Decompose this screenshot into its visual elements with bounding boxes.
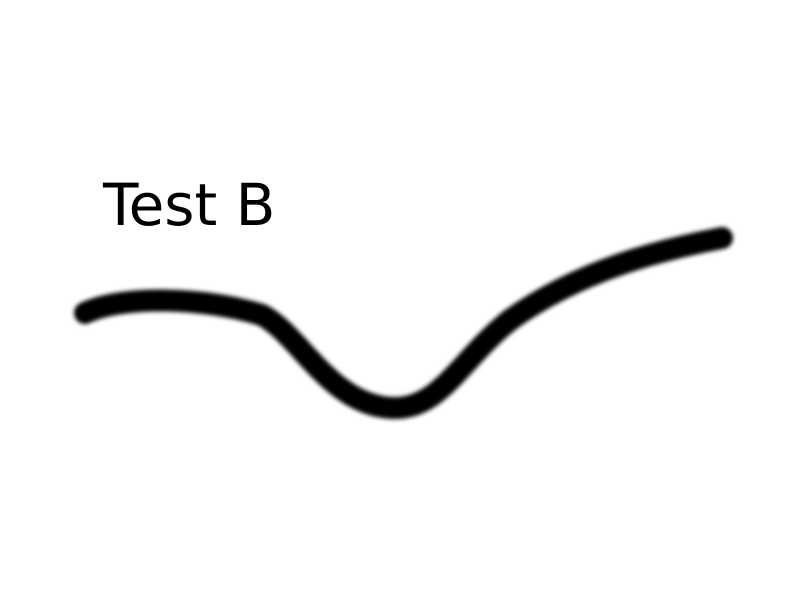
test-label: Test B bbox=[103, 171, 276, 239]
hand-drawn-stroke bbox=[74, 227, 733, 419]
